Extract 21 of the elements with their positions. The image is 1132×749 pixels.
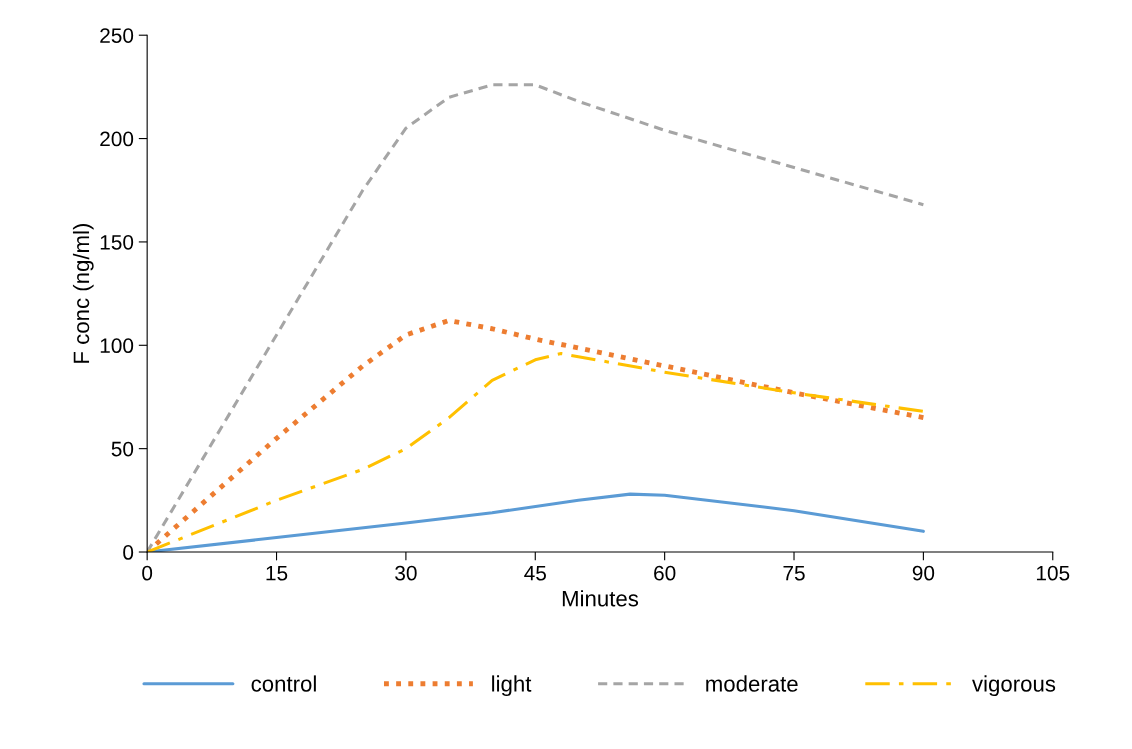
legend-label: control [251, 675, 316, 692]
x-tick-label: 0 [142, 565, 153, 581]
y-tick-label: 250 [100, 28, 134, 43]
y-tick-label: 100 [100, 338, 134, 354]
legend-label: moderate [706, 675, 798, 692]
y-tick-label: 150 [100, 234, 134, 250]
x-tick-label: 45 [524, 565, 546, 581]
x-tick-label: 30 [395, 565, 417, 581]
x-tick-label: 15 [266, 565, 288, 581]
x-tick-label: 105 [1036, 565, 1070, 581]
y-tick-label: 200 [100, 131, 134, 147]
y-tick-label: 0 [123, 545, 134, 560]
x-tick-label: 75 [783, 565, 805, 581]
x-tick-label: 60 [654, 565, 676, 581]
x-axis-title: Minutes [562, 590, 639, 607]
x-tick-label: 90 [912, 565, 935, 581]
legend-label: vigorous [972, 675, 1056, 697]
line-series [147, 83, 925, 553]
y-tick-label: 50 [111, 441, 134, 457]
y-axis-title: F conc (ng/ml) [72, 223, 94, 363]
legend-label: light [492, 675, 532, 697]
